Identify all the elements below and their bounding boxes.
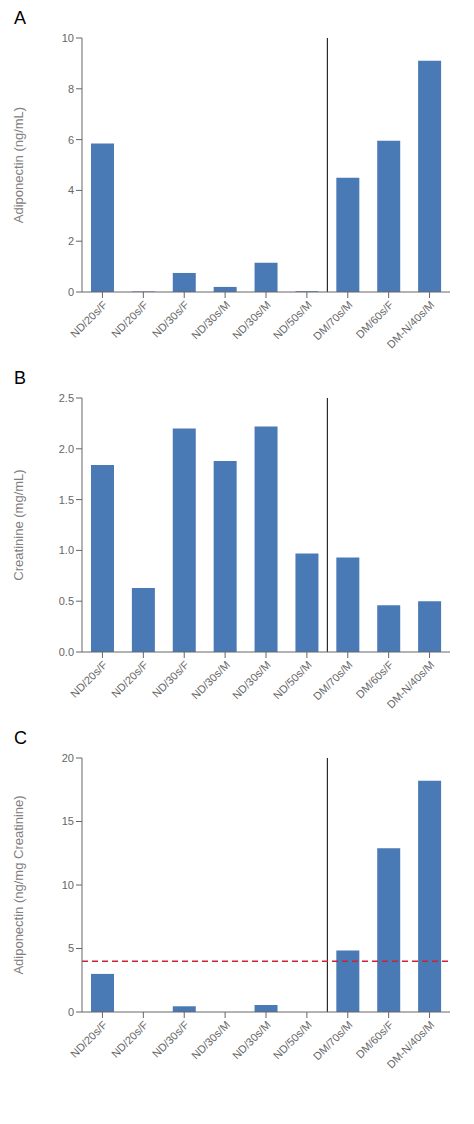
svg-text:Adiponectin (ng/mL): Adiponectin (ng/mL) [11,107,26,223]
svg-text:4: 4 [68,184,74,196]
svg-text:ND/30s/F: ND/30s/F [150,658,192,700]
svg-text:0.0: 0.0 [59,646,74,658]
svg-text:DM/60s/F: DM/60s/F [353,658,395,700]
svg-text:2.0: 2.0 [59,443,74,455]
svg-text:6: 6 [68,134,74,146]
svg-text:ND/20s/F: ND/20s/F [109,1018,151,1060]
svg-text:0.5: 0.5 [59,595,74,607]
svg-text:ND/30s/M: ND/30s/M [230,1018,273,1061]
svg-text:8: 8 [68,83,74,95]
svg-text:DM/60s/F: DM/60s/F [353,1018,395,1060]
svg-text:15: 15 [62,815,74,827]
svg-text:0: 0 [68,1006,74,1018]
svg-text:ND/30s/F: ND/30s/F [150,1018,192,1060]
svg-text:1.5: 1.5 [59,494,74,506]
svg-text:ND/20s/F: ND/20s/F [68,1018,110,1060]
svg-text:ND/20s/F: ND/20s/F [68,658,110,700]
svg-text:DM/70s/M: DM/70s/M [311,1018,355,1062]
svg-text:2.5: 2.5 [59,392,74,404]
svg-text:5: 5 [68,942,74,954]
svg-text:ND/20s/F: ND/20s/F [109,658,151,700]
svg-text:ND/50s/M: ND/50s/M [271,658,314,701]
svg-text:ND/30s/M: ND/30s/M [189,298,232,341]
svg-text:2: 2 [68,235,74,247]
svg-text:1.0: 1.0 [59,544,74,556]
svg-text:DM-N/40s/M: DM-N/40s/M [384,298,436,350]
svg-text:Creatinine (mg/mL): Creatinine (mg/mL) [11,469,26,580]
svg-text:DM/70s/M: DM/70s/M [311,658,355,702]
svg-text:ND/20s/F: ND/20s/F [109,298,151,340]
svg-text:ND/20s/F: ND/20s/F [68,298,110,340]
html-text:C: C [14,728,27,748]
svg-text:ND/30s/M: ND/30s/M [230,298,273,341]
svg-text:10: 10 [62,879,74,891]
svg-text:ND/30s/M: ND/30s/M [189,658,232,701]
html-text:A: A [14,8,26,28]
svg-text:20: 20 [62,752,74,764]
svg-text:DM/70s/M: DM/70s/M [311,298,355,342]
svg-text:10: 10 [62,32,74,44]
svg-text:0: 0 [68,286,74,298]
svg-text:DM/60s/F: DM/60s/F [353,298,395,340]
svg-text:DM-N/40s/M: DM-N/40s/M [384,658,436,710]
svg-text:Adiponectin (ng/mg Creatinine): Adiponectin (ng/mg Creatinine) [11,795,26,974]
svg-text:DM-N/40s/M: DM-N/40s/M [384,1018,436,1070]
svg-text:ND/50s/M: ND/50s/M [271,298,314,341]
svg-text:ND/30s/F: ND/30s/F [150,298,192,340]
svg-text:ND/30s/M: ND/30s/M [189,1018,232,1061]
svg-text:ND/50s/M: ND/50s/M [271,1018,314,1061]
svg-text:ND/30s/M: ND/30s/M [230,658,273,701]
html-text:B: B [14,368,26,388]
